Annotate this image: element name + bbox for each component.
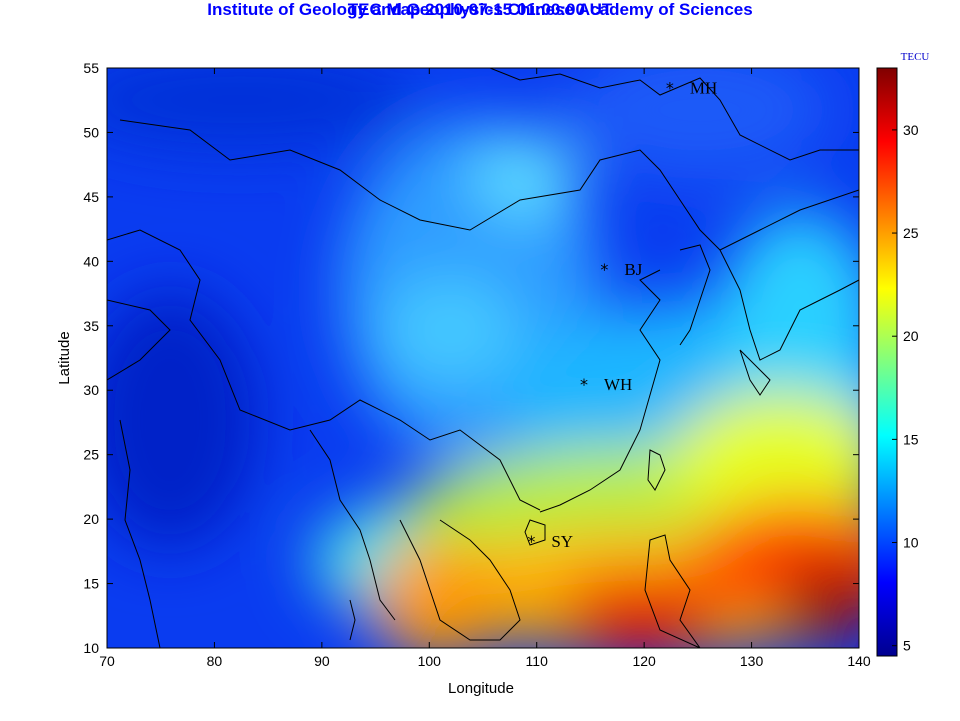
x-tick-label: 130 (740, 653, 764, 669)
y-tick-label: 35 (83, 318, 99, 334)
y-tick-label: 10 (83, 640, 99, 656)
colorbar-tick-label: 5 (903, 638, 911, 654)
y-axis-ticks: 10 15 20 25 30 35 40 45 50 55 (83, 60, 859, 656)
station-label: WH (604, 375, 632, 394)
station-marker: * (600, 260, 608, 279)
y-tick-label: 30 (83, 382, 99, 398)
y-tick-label: 20 (83, 511, 99, 527)
x-tick-label: 90 (314, 653, 330, 669)
tec-field (107, 68, 859, 648)
y-axis-label: Latitude (56, 331, 73, 384)
station-marker: * (580, 375, 588, 394)
colorbar-tick-label: 15 (903, 431, 919, 447)
station-label: MH (690, 78, 717, 97)
colorbar (876, 67, 898, 657)
y-tick-label: 50 (83, 124, 99, 140)
y-tick-label: 15 (83, 576, 99, 592)
y-tick-label: 25 (83, 447, 99, 463)
station-label: BJ (624, 260, 642, 279)
coastline-overlay (107, 68, 859, 648)
map-title: TEC Map 2010-07-15 01:00:00 UT (347, 0, 613, 19)
colorbar-tick-label: 20 (903, 328, 919, 344)
x-tick-label: 100 (418, 653, 442, 669)
colorbar-tick-label: 25 (903, 225, 919, 241)
x-tick-label: 140 (847, 653, 871, 669)
colorbar-tick-label: 10 (903, 535, 919, 551)
x-axis-label: Longitude (448, 680, 514, 697)
x-tick-label: 120 (632, 653, 656, 669)
x-tick-label: 80 (207, 653, 223, 669)
colorbar-unit-label: TECU (901, 51, 930, 63)
station-marker: * (527, 532, 535, 551)
station-label: SY (551, 532, 573, 551)
x-tick-label: 110 (526, 653, 549, 669)
station-marker: * (666, 78, 674, 97)
y-tick-label: 55 (83, 60, 99, 76)
x-axis-ticks: 70 80 90 100 110 120 130 140 (99, 68, 871, 669)
y-tick-label: 45 (83, 189, 99, 205)
x-tick-label: 70 (99, 653, 115, 669)
station-layer: * MH * BJ * WH * SY (527, 78, 717, 551)
map-frame (106, 67, 860, 649)
map-subtitle: Institute of Geology and Geophysics Chin… (207, 0, 753, 19)
y-tick-label: 40 (83, 253, 99, 269)
colorbar-ticks: 5 10 15 20 25 30 (892, 122, 919, 654)
colorbar-tick-label: 30 (903, 122, 919, 138)
